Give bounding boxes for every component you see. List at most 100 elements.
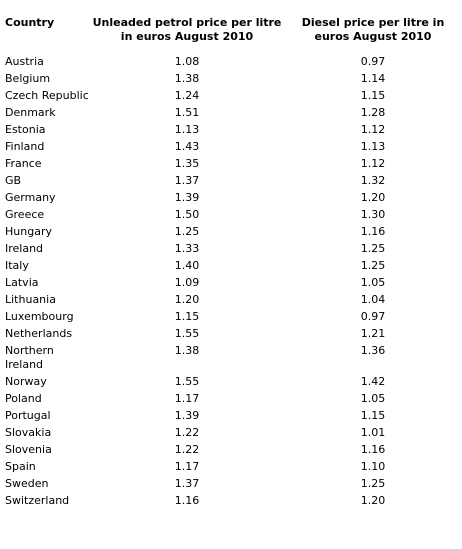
price-cell: 1.25 (360, 477, 386, 490)
page: Country Unleaded petrol price per litre … (0, 14, 462, 549)
country-cell: Italy (5, 259, 29, 272)
price-cell: 1.20 (174, 293, 200, 306)
table-row: Austria 1.08 0.97 (4, 52, 461, 69)
country-cell: Czech Republic (5, 89, 89, 102)
price-cell: 1.30 (360, 208, 386, 221)
price-cell: 1.55 (174, 375, 200, 388)
country-cell: Ireland (5, 242, 44, 255)
price-cell: 1.12 (360, 157, 386, 170)
price-cell: 1.10 (360, 460, 386, 473)
price-cell: 1.14 (360, 72, 386, 85)
country-cell: Sweden (5, 477, 49, 490)
country-cell: Portugal (5, 409, 51, 422)
country-cell: Germany (5, 191, 56, 204)
price-cell: 0.97 (360, 55, 386, 68)
price-cell: 1.39 (174, 191, 200, 204)
price-cell: 0.97 (360, 310, 386, 323)
table-row: Switzerland 1.16 1.20 (4, 491, 461, 508)
table-row: Luxembourg 1.15 0.97 (4, 307, 461, 324)
price-cell: 1.28 (360, 106, 386, 119)
country-cell: Northern Ireland (5, 344, 54, 371)
price-cell: 1.05 (360, 392, 386, 405)
price-cell: 1.20 (360, 494, 386, 507)
table-row: Norway 1.55 1.42 (4, 372, 461, 389)
table-row: Germany 1.39 1.20 (4, 188, 461, 205)
country-cell: Switzerland (5, 494, 70, 507)
price-cell: 1.22 (174, 443, 200, 456)
price-cell: 1.37 (174, 174, 200, 187)
country-cell: Slovenia (5, 443, 52, 456)
table-row: Italy 1.40 1.25 (4, 256, 461, 273)
price-cell: 1.35 (174, 157, 200, 170)
price-cell: 1.09 (174, 276, 200, 289)
table-row: Poland 1.17 1.05 (4, 389, 461, 406)
table-row: Finland 1.43 1.13 (4, 137, 461, 154)
table-row: Greece 1.50 1.30 (4, 205, 461, 222)
price-cell: 1.15 (360, 89, 386, 102)
country-cell: Austria (5, 55, 44, 68)
table-row: Slovenia 1.22 1.16 (4, 440, 461, 457)
table-row: Northern Ireland 1.38 1.36 (4, 341, 461, 372)
table-row: Slovakia 1.22 1.01 (4, 423, 461, 440)
table-row: Czech Republic 1.24 1.15 (4, 86, 461, 103)
price-cell: 1.08 (174, 55, 200, 68)
price-cell: 1.13 (174, 123, 200, 136)
table-row: Spain 1.17 1.10 (4, 457, 461, 474)
country-cell: Latvia (5, 276, 39, 289)
header-cell: Unleaded petrol price per litre in euros… (92, 16, 282, 43)
country-cell: Slovakia (5, 426, 52, 439)
price-cell: 1.25 (360, 242, 386, 255)
header-row: Country Unleaded petrol price per litre … (4, 14, 461, 52)
country-cell: Lithuania (5, 293, 56, 306)
table-row: Lithuania 1.20 1.04 (4, 290, 461, 307)
price-cell: 1.04 (360, 293, 386, 306)
price-cell: 1.22 (174, 426, 200, 439)
price-cell: 1.42 (360, 375, 386, 388)
price-cell: 1.20 (360, 191, 386, 204)
price-cell: 1.24 (174, 89, 200, 102)
price-cell: 1.32 (360, 174, 386, 187)
price-cell: 1.15 (360, 409, 386, 422)
table-row: Belgium 1.38 1.14 (4, 69, 461, 86)
price-cell: 1.36 (360, 344, 386, 357)
table-row: Hungary 1.25 1.16 (4, 222, 461, 239)
price-cell: 1.40 (174, 259, 200, 272)
price-cell: 1.43 (174, 140, 200, 153)
price-cell: 1.01 (360, 426, 386, 439)
table-row: Netherlands 1.55 1.21 (4, 324, 461, 341)
table-body: Austria 1.08 0.97 Belgium 1.38 1.14 Czech Repu… (4, 52, 461, 508)
price-cell: 1.16 (360, 443, 386, 456)
price-cell: 1.16 (360, 225, 386, 238)
header-cell: Country (5, 16, 55, 29)
country-cell: Netherlands (5, 327, 73, 340)
price-cell: 1.55 (174, 327, 200, 340)
country-cell: Norway (5, 375, 47, 388)
country-cell: Denmark (5, 106, 56, 119)
price-cell: 1.16 (174, 494, 200, 507)
country-cell: Luxembourg (5, 310, 74, 323)
price-cell: 1.38 (174, 72, 200, 85)
price-cell: 1.21 (360, 327, 386, 340)
table-row: Estonia 1.13 1.12 (4, 120, 461, 137)
country-cell: Finland (5, 140, 45, 153)
country-cell: Hungary (5, 225, 52, 238)
price-cell: 1.38 (174, 344, 200, 357)
price-cell: 1.51 (174, 106, 200, 119)
price-cell: 1.17 (174, 460, 200, 473)
price-table: Country Unleaded petrol price per litre … (4, 14, 461, 508)
country-cell: Poland (5, 392, 42, 405)
country-cell: Belgium (5, 72, 51, 85)
price-cell: 1.25 (360, 259, 386, 272)
price-cell: 1.25 (174, 225, 200, 238)
price-cell: 1.50 (174, 208, 200, 221)
table-header: Country Unleaded petrol price per litre … (4, 14, 461, 52)
price-cell: 1.17 (174, 392, 200, 405)
table-row: Sweden 1.37 1.25 (4, 474, 461, 491)
table-row: GB 1.37 1.32 (4, 171, 461, 188)
country-cell: Spain (5, 460, 36, 473)
country-cell: Greece (5, 208, 45, 221)
header-cell: Diesel price per litre in euros August 2… (301, 16, 445, 43)
country-cell: Estonia (5, 123, 46, 136)
table-row: Latvia 1.09 1.05 (4, 273, 461, 290)
price-cell: 1.13 (360, 140, 386, 153)
